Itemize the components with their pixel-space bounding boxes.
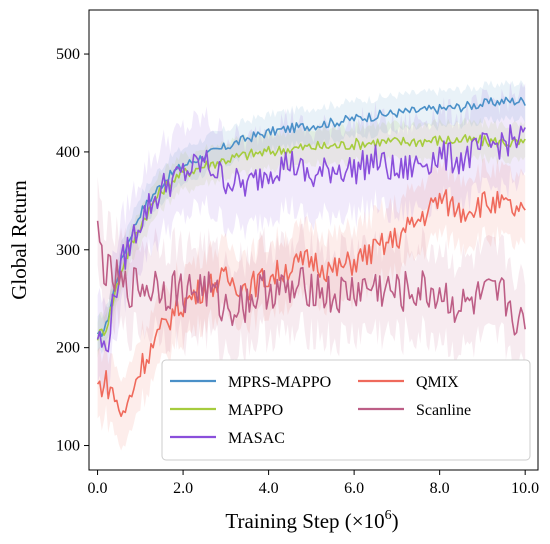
legend-label-masac: MASAC <box>228 430 285 447</box>
x-tick-label: 8.0 <box>430 480 450 497</box>
legend-frame <box>161 359 531 461</box>
x-tick-label: 6.0 <box>344 480 364 497</box>
series-line-scanline <box>96 220 526 336</box>
legend-label-qmix: QMIX <box>416 374 459 391</box>
y-tick-label: 500 <box>56 46 80 63</box>
x-axis-ticks: 0.0 2.0 4.0 6.0 8.0 10.0 <box>88 470 539 497</box>
legend-label-mprs-mappo: MPRS-MAPPO <box>228 374 331 391</box>
legend-label-scanline: Scanline <box>416 402 471 419</box>
series-band-mprs-mappo <box>97 79 526 354</box>
x-tick-label: 4.0 <box>259 480 279 497</box>
y-axis-label: Global Return <box>7 180 31 300</box>
x-axis-label: Training Step (×106) <box>225 508 398 533</box>
x-tick-label: 0.0 <box>88 480 108 497</box>
x-tick-label: 10.0 <box>511 480 539 497</box>
series-line-mprs-mappo <box>96 96 526 337</box>
y-tick-label: 400 <box>56 144 80 161</box>
y-tick-label: 200 <box>56 340 80 357</box>
series-line-qmix <box>96 189 526 418</box>
y-tick-label: 100 <box>56 438 80 455</box>
series-line-masac <box>96 124 526 353</box>
series-band-mappo <box>97 117 526 358</box>
x-axis-label-exponent: 6 <box>385 508 392 523</box>
series-lines <box>96 96 526 418</box>
x-axis-label-main: Training Step (×10 <box>225 509 384 533</box>
y-tick-label: 300 <box>56 242 80 259</box>
legend-label-mappo: MAPPO <box>228 402 283 419</box>
x-axis-label-close: ) <box>392 509 399 533</box>
plot-frame <box>88 9 539 471</box>
y-axis-ticks: 100 200 300 400 500 <box>56 46 89 455</box>
series-band-qmix <box>97 155 526 451</box>
legend: MPRS-MAPPO MAPPO MASAC QMIX Scanline <box>161 359 531 461</box>
x-tick-label: 2.0 <box>173 480 193 497</box>
